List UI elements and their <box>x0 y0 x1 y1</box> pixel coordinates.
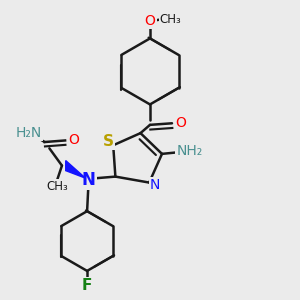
Text: NH₂: NH₂ <box>176 144 203 158</box>
Text: O: O <box>145 14 155 28</box>
Polygon shape <box>66 160 86 178</box>
Text: CH₃: CH₃ <box>46 179 68 193</box>
Text: N: N <box>82 171 96 189</box>
Text: O: O <box>68 133 79 147</box>
Text: CH₃: CH₃ <box>160 13 181 26</box>
Text: S: S <box>103 134 114 149</box>
Text: O: O <box>176 116 186 130</box>
Text: N: N <box>150 178 160 192</box>
Text: F: F <box>82 278 92 293</box>
Text: H₂N: H₂N <box>16 126 42 140</box>
